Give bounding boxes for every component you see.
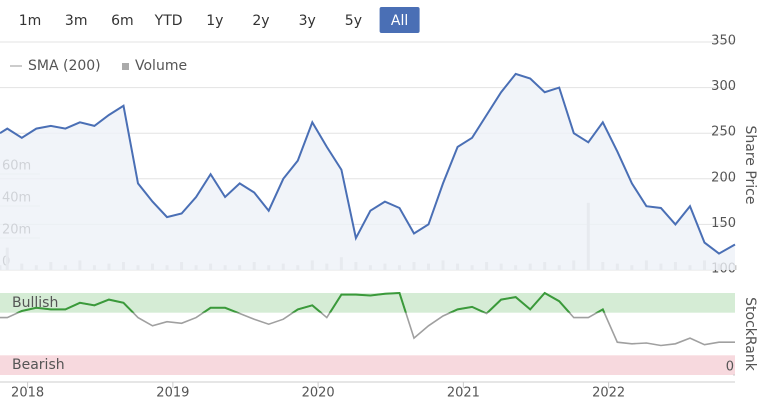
range-button[interactable]: 3m xyxy=(65,13,88,29)
price-area xyxy=(0,73,735,271)
y-tick-label: 300 xyxy=(711,79,736,94)
rank-band xyxy=(0,355,735,375)
y-axis-title: StockRank xyxy=(742,297,758,372)
rank-tick-label: 0 xyxy=(726,360,734,375)
y-tick-label: 250 xyxy=(711,125,736,140)
rank-band xyxy=(0,293,735,313)
x-tick-label: 2019 xyxy=(156,386,189,400)
range-button-label: All xyxy=(391,13,408,29)
range-button[interactable]: 6m xyxy=(111,13,134,29)
y-tick-label: 150 xyxy=(711,216,736,231)
legend-label: SMA (200) xyxy=(28,58,101,74)
range-button[interactable]: All xyxy=(379,7,420,33)
range-button-label: 2y xyxy=(252,13,269,29)
rank-line-highlight xyxy=(15,291,606,313)
legend-symbol xyxy=(122,63,129,70)
x-tick-label: 2018 xyxy=(11,386,44,400)
legend-item[interactable]: Volume xyxy=(122,58,187,74)
range-button[interactable]: YTD xyxy=(154,13,183,29)
range-button[interactable]: 5y xyxy=(345,13,362,29)
range-button-bg xyxy=(379,7,420,33)
range-button[interactable]: 1m xyxy=(19,13,42,29)
range-button-label: YTD xyxy=(154,13,183,29)
range-button-label: 5y xyxy=(345,13,362,29)
price-line xyxy=(0,72,736,255)
range-button[interactable]: 1y xyxy=(206,13,223,29)
legend-item[interactable]: SMA (200) xyxy=(10,58,101,74)
range-button-label: 3m xyxy=(65,13,88,29)
range-button[interactable]: 3y xyxy=(299,13,316,29)
x-tick-label: 2020 xyxy=(302,386,335,400)
x-tick-label: 2021 xyxy=(447,386,480,400)
y-tick-label: 350 xyxy=(711,34,736,49)
range-button-label: 1y xyxy=(206,13,223,29)
range-button-label: 3y xyxy=(299,13,316,29)
y-tick-label: 200 xyxy=(711,170,736,185)
y-axis-title: Share Price xyxy=(742,125,758,204)
x-tick-label: 2022 xyxy=(592,386,625,400)
rank-band-label: Bullish xyxy=(12,295,58,311)
range-button-label: 6m xyxy=(111,13,134,29)
legend-label: Volume xyxy=(135,58,187,74)
range-button-label: 1m xyxy=(19,13,42,29)
rank-band-label: Bearish xyxy=(12,357,65,373)
range-button[interactable]: 2y xyxy=(252,13,269,29)
